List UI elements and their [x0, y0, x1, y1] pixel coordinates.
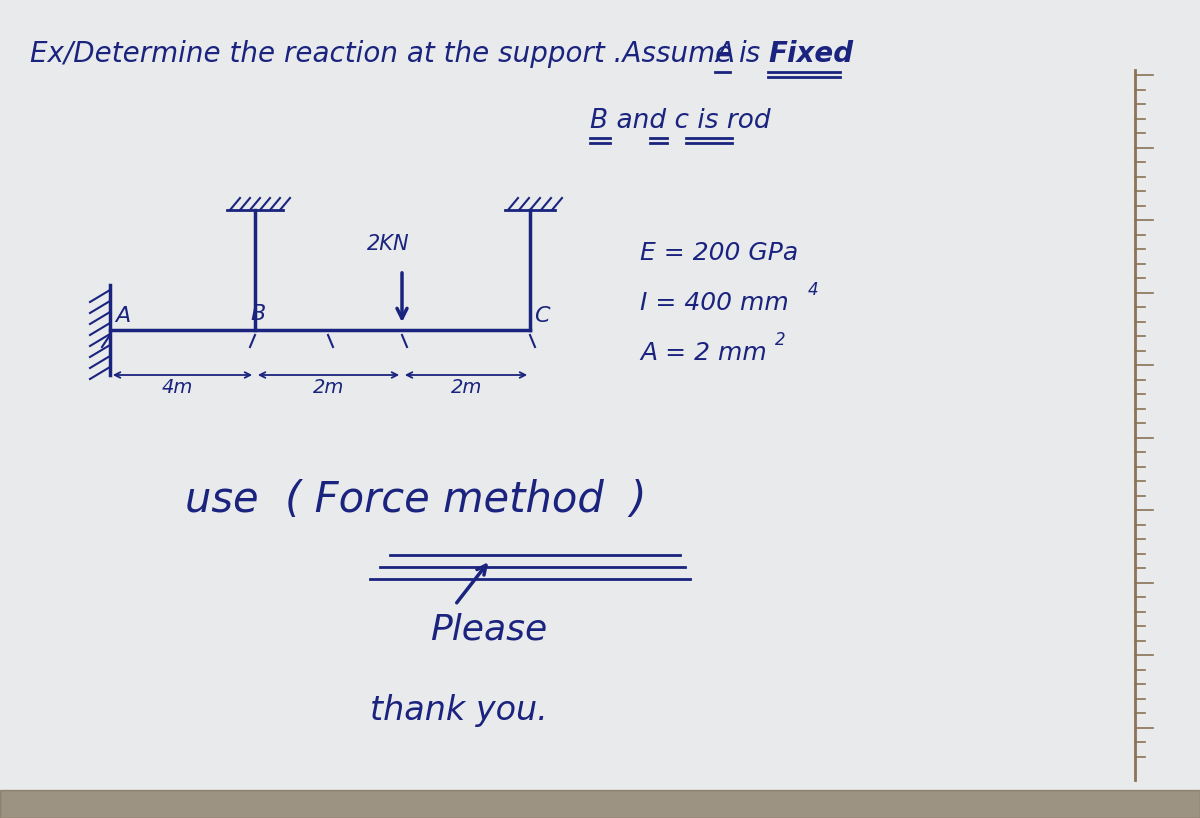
Text: thank you.: thank you.: [370, 694, 547, 727]
Text: 2m: 2m: [451, 378, 482, 397]
Text: E = 200 GPa: E = 200 GPa: [640, 241, 798, 265]
Text: Please: Please: [430, 613, 547, 647]
Text: is: is: [738, 40, 761, 68]
Text: B and c is rod: B and c is rod: [590, 108, 770, 134]
Text: A: A: [115, 306, 131, 326]
Text: 2: 2: [775, 331, 786, 349]
Text: C: C: [534, 306, 550, 326]
Text: Ex/Determine the reaction at the support .Assume: Ex/Determine the reaction at the support…: [30, 40, 732, 68]
Text: I = 400 mm: I = 400 mm: [640, 291, 788, 315]
Text: 4m: 4m: [162, 378, 193, 397]
Text: Fixed: Fixed: [768, 40, 853, 68]
Text: 2KN: 2KN: [367, 234, 409, 254]
Text: use  ( Force method  ): use ( Force method ): [185, 479, 647, 521]
Text: A = 2 mm: A = 2 mm: [640, 341, 767, 365]
Text: 4: 4: [808, 281, 818, 299]
Text: B: B: [250, 304, 265, 324]
Text: A: A: [715, 40, 734, 68]
Text: 2m: 2m: [313, 378, 344, 397]
